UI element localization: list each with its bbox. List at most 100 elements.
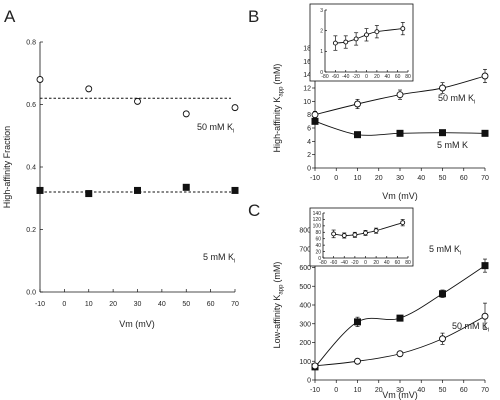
y-tick-label: 10 [303, 99, 311, 106]
inset-frame [309, 3, 414, 82]
data-point [439, 84, 446, 92]
y-tick-label: 1 [320, 49, 323, 55]
x-tick-label: 10 [354, 387, 362, 394]
y-tick-label: 0.4 [26, 165, 36, 172]
x-tick-label: 40 [384, 74, 390, 80]
series-label-text: 5 mM K [203, 252, 234, 262]
x-tick-label: 70 [481, 387, 489, 394]
x-tick-label: 0 [334, 387, 338, 394]
data-point [231, 186, 239, 194]
data-point [331, 231, 337, 237]
y-tick-label: 4 [307, 139, 311, 146]
y-tick-label: 16 [303, 59, 311, 66]
x-tick-label: 40 [417, 175, 425, 182]
x-tick-label: -80 [321, 74, 328, 80]
data-point [439, 290, 446, 298]
y-tick-label: 2 [320, 28, 323, 34]
x-tick-label: -40 [342, 74, 349, 80]
y-tick-label: 120 [313, 217, 322, 223]
y-axis-label-text: Low-affinity K [272, 295, 282, 349]
y-tick-label: 0.0 [26, 290, 36, 297]
y-tick-label: 6 [307, 126, 311, 133]
data-point [354, 357, 361, 365]
y-axis-label-unit: (mM) [272, 64, 282, 85]
data-point [354, 100, 361, 108]
x-tick-label: 50 [439, 175, 447, 182]
panel-c: -10 0 10 20 30 40 50 60 700100200300400500600700… [248, 201, 489, 400]
y-tick-label: 0 [307, 166, 311, 173]
series-label-subscript: i [460, 251, 461, 257]
data-point [36, 186, 44, 194]
x-tick-label: 20 [375, 175, 383, 182]
x-tick-label: 20 [374, 74, 380, 80]
y-tick-label: 60 [315, 237, 321, 243]
series-label: 5 mM Ki [429, 244, 461, 257]
panel-label: A [4, 7, 16, 26]
data-point [481, 262, 489, 270]
data-point [85, 85, 93, 93]
data-point [182, 110, 190, 118]
data-point [134, 97, 141, 105]
y-axis-label: Low-affinity Kapp(mM) [272, 262, 285, 349]
y-tick-label: 500 [299, 284, 311, 291]
y-tick-label: 0 [307, 378, 311, 385]
x-axis-label: Vm (mV) [382, 390, 418, 400]
data-point [353, 36, 359, 42]
x-tick-label: 40 [384, 260, 390, 266]
data-point [364, 32, 369, 38]
y-axis-label: High-affinity Fraction [2, 126, 12, 208]
data-point [400, 26, 406, 32]
data-point [481, 72, 489, 80]
data-point [36, 76, 44, 83]
x-tick-label: -80 [319, 260, 326, 266]
y-tick-label: 100 [313, 224, 322, 230]
series-label: 5 mM Ki [203, 252, 235, 265]
data-point [396, 350, 404, 358]
x-tick-label: 30 [396, 387, 404, 394]
x-tick-label: -60 [332, 74, 339, 80]
y-tick-label: 100 [299, 359, 311, 366]
x-tick-label: 70 [481, 175, 489, 182]
x-tick-label: 50 [182, 301, 190, 308]
x-tick-label: 0 [62, 301, 66, 308]
data-point [231, 104, 239, 112]
series-label-text: 5 mM K [437, 140, 468, 150]
x-tick-label: -60 [330, 260, 337, 266]
x-tick-label: -20 [353, 74, 360, 80]
y-tick-label: 0.6 [26, 102, 36, 109]
data-point [481, 129, 489, 137]
y-tick-label: 12 [303, 86, 311, 93]
series-label-text: 5 mM K [429, 244, 460, 254]
x-axis-label: Vm (mV) [382, 191, 418, 201]
x-tick-label: 0 [334, 175, 338, 182]
data-point [354, 318, 361, 326]
x-tick-label: 80 [405, 74, 411, 80]
y-tick-label: 140 [313, 211, 322, 217]
y-axis-label-subscript: app [279, 284, 285, 295]
series-label: 50 mM Ki [197, 122, 234, 135]
inset-frame [309, 207, 414, 267]
x-tick-label: 60 [207, 301, 215, 308]
data-point [85, 190, 93, 198]
x-tick-label: 20 [373, 260, 379, 266]
y-tick-label: 300 [299, 321, 311, 328]
data-point [311, 362, 319, 370]
y-tick-label: 400 [299, 303, 311, 310]
x-tick-label: 30 [134, 301, 142, 308]
data-point [354, 131, 361, 139]
y-tick-label: 14 [303, 72, 311, 79]
data-point [363, 230, 368, 236]
y-tick-label: 800 [299, 228, 311, 235]
data-point [396, 314, 404, 322]
x-tick-label: 60 [460, 387, 468, 394]
y-tick-label: 40 [315, 243, 321, 249]
data-point [134, 186, 141, 194]
y-tick-label: 0.8 [26, 40, 36, 47]
y-tick-label: 8 [307, 112, 311, 119]
series-label-text: 50 mM K [438, 93, 474, 103]
series-label: 5 mM K [437, 140, 468, 150]
data-point [352, 232, 358, 238]
panel-a: -10 0 10 20 30 40 50 60 70 0.0 0.2 0.4 0.6 0.8 A Vm (mV… [2, 7, 239, 329]
